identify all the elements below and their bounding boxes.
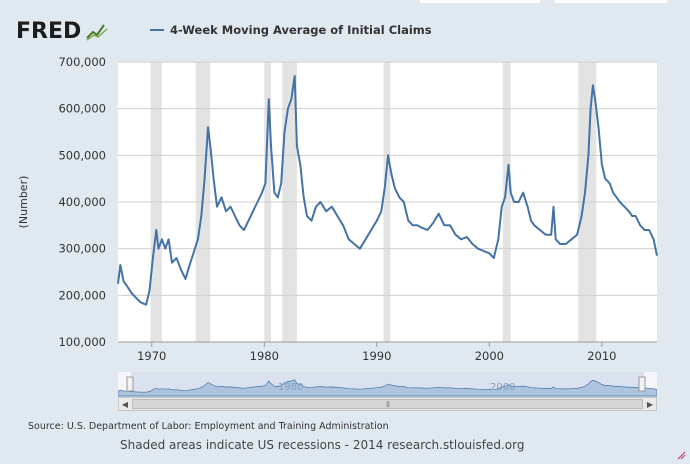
grip-icon: ||| xyxy=(385,401,390,408)
source-text: Source: U.S. Department of Labor: Employ… xyxy=(28,421,389,432)
x-tick-label: 2010 xyxy=(587,349,616,363)
recession-note: Shaded areas indicate US recessions - 20… xyxy=(120,438,525,452)
resize-handle-icon[interactable] xyxy=(676,450,686,460)
navigator[interactable]: 1980 2000 xyxy=(118,372,657,412)
x-tick-label: 1980 xyxy=(250,349,279,363)
arrow-left-icon[interactable]: ◀ xyxy=(119,398,131,410)
fred-logo: FRED xyxy=(16,18,109,44)
top-tab-left[interactable] xyxy=(420,0,540,3)
axes: 100,000 200,000 300,000 400,000 500,000 600,0… xyxy=(58,55,657,363)
x-tick-label: 1990 xyxy=(362,349,391,363)
legend-label: 4-Week Moving Average of Initial Claims xyxy=(170,23,432,37)
navigator-handle-right[interactable] xyxy=(638,376,646,392)
x-tick-label: 2000 xyxy=(475,349,504,363)
y-axis-label: (Number) xyxy=(17,176,30,229)
y-tick-label: 400,000 xyxy=(58,195,106,209)
x-tick-label: 1970 xyxy=(137,349,166,363)
navigator-area xyxy=(118,379,657,397)
navigator-handle-left[interactable] xyxy=(126,376,134,392)
y-tick-label: 600,000 xyxy=(58,102,106,116)
scrollbar-thumb[interactable]: ||| xyxy=(132,399,643,409)
legend-swatch xyxy=(150,29,164,31)
navigator-scrollbar[interactable]: ◀ ||| ▶ xyxy=(118,397,657,411)
series-line xyxy=(117,75,658,306)
y-tick-label: 300,000 xyxy=(58,242,106,256)
fred-graph-icon xyxy=(86,24,108,41)
arrow-right-icon[interactable]: ▶ xyxy=(644,398,656,410)
y-tick-label: 500,000 xyxy=(58,148,106,162)
y-tick-label: 100,000 xyxy=(58,335,106,349)
y-tick-label: 200,000 xyxy=(58,288,106,302)
chart-legend[interactable]: 4-Week Moving Average of Initial Claims xyxy=(150,20,432,40)
navigator-tick-label: 2000 xyxy=(490,382,515,393)
logo-text: FRED xyxy=(16,18,82,44)
y-tick-label: 700,000 xyxy=(58,55,106,69)
top-tab-right[interactable] xyxy=(555,0,667,3)
navigator-tick-label: 1980 xyxy=(278,382,303,393)
series-layer xyxy=(117,75,658,306)
